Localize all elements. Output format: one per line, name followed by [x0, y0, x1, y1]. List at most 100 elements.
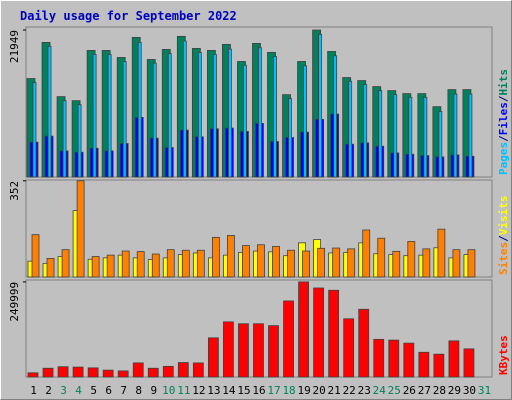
bar	[91, 256, 100, 278]
bar	[418, 351, 430, 378]
x-tick-label: 19	[297, 384, 310, 397]
x-tick-label: 28	[433, 384, 446, 397]
bar	[242, 245, 250, 278]
bar	[362, 229, 371, 278]
x-tick-label: 31	[478, 384, 491, 397]
bar	[287, 249, 295, 278]
bar	[223, 321, 234, 378]
bar	[393, 94, 398, 178]
bar	[388, 339, 400, 378]
bar	[258, 47, 262, 178]
bar	[333, 55, 338, 178]
bar	[302, 250, 310, 278]
x-tick-label: 8	[135, 384, 142, 397]
bar	[243, 64, 247, 178]
y-tick-label: 21949	[8, 30, 21, 63]
legend: KBytes	[497, 335, 510, 375]
bar	[257, 244, 265, 278]
bar	[177, 362, 189, 378]
x-tick-label: 13	[207, 384, 220, 397]
x-tick-label: 22	[343, 384, 356, 397]
bar	[72, 366, 84, 378]
bar	[77, 104, 82, 178]
x-tick-label: 6	[105, 384, 112, 397]
y-tick-label: 249999	[8, 282, 21, 322]
bar	[253, 323, 264, 378]
x-tick-label: 23	[358, 384, 371, 397]
bar	[347, 248, 356, 278]
bar	[358, 308, 370, 378]
x-tick-label: 30	[463, 384, 476, 397]
bar	[166, 249, 175, 278]
bar	[57, 366, 69, 378]
bar	[31, 234, 40, 278]
x-tick-label: 29	[448, 384, 461, 397]
bar	[102, 369, 114, 378]
bar	[76, 180, 85, 278]
bar	[448, 340, 460, 378]
bar	[468, 93, 473, 178]
legend-separator: /	[497, 95, 510, 102]
bar	[42, 367, 54, 378]
bar	[392, 250, 401, 278]
x-tick-label: 18	[282, 384, 295, 397]
y-tick-label: 352	[8, 181, 21, 201]
bar	[272, 245, 280, 278]
bar	[182, 40, 187, 178]
x-tick-label: 26	[403, 384, 416, 397]
bar	[273, 56, 277, 178]
bar	[433, 353, 445, 378]
legend-separator: /	[497, 235, 510, 242]
x-tick-label: 5	[90, 384, 97, 397]
bar	[107, 54, 112, 178]
bar	[167, 53, 172, 178]
bar	[318, 33, 323, 178]
bar	[422, 248, 431, 278]
bar	[348, 80, 353, 178]
bar	[303, 65, 307, 178]
bar	[196, 249, 205, 278]
bar	[117, 370, 129, 378]
bar	[132, 362, 144, 378]
bar	[403, 342, 415, 378]
x-tick-label: 3	[60, 384, 67, 397]
bar	[92, 54, 97, 178]
x-tick-label: 20	[313, 384, 326, 397]
legend-entry: KBytes	[497, 335, 510, 375]
bar	[136, 251, 145, 278]
bar	[452, 249, 461, 278]
bar	[32, 82, 37, 178]
bar	[463, 348, 475, 378]
legend: Pages/Files/Hits	[497, 69, 510, 175]
chart-title: Daily usage for September 2022	[20, 9, 237, 23]
x-tick-label: 21	[328, 384, 341, 397]
x-tick-label: 24	[373, 384, 387, 397]
bar	[62, 100, 67, 178]
bar	[61, 249, 70, 278]
x-tick-label: 4	[75, 384, 82, 397]
bar	[238, 323, 249, 378]
x-tick-label: 2	[45, 384, 52, 397]
bar	[343, 318, 355, 378]
bar	[288, 98, 292, 178]
bar	[47, 46, 52, 178]
legend-entry: Hits	[497, 69, 510, 96]
bar	[151, 253, 160, 278]
bar	[122, 61, 127, 178]
bar	[27, 372, 39, 378]
x-tick-label: 7	[120, 384, 127, 397]
bar	[162, 365, 174, 378]
x-tick-label: 10	[162, 384, 175, 397]
bar	[467, 249, 476, 278]
bar	[453, 93, 458, 178]
x-tick-label: 12	[192, 384, 205, 397]
bar	[197, 52, 202, 178]
bar	[121, 250, 130, 278]
legend-entry: Files	[497, 102, 510, 135]
legend: Sites/Visits	[497, 196, 510, 276]
bar	[46, 258, 55, 278]
bar	[268, 325, 279, 378]
x-tick-label: 25	[388, 384, 401, 397]
legend-entry: Visits	[497, 196, 510, 236]
x-tick-label: 15	[237, 384, 250, 397]
